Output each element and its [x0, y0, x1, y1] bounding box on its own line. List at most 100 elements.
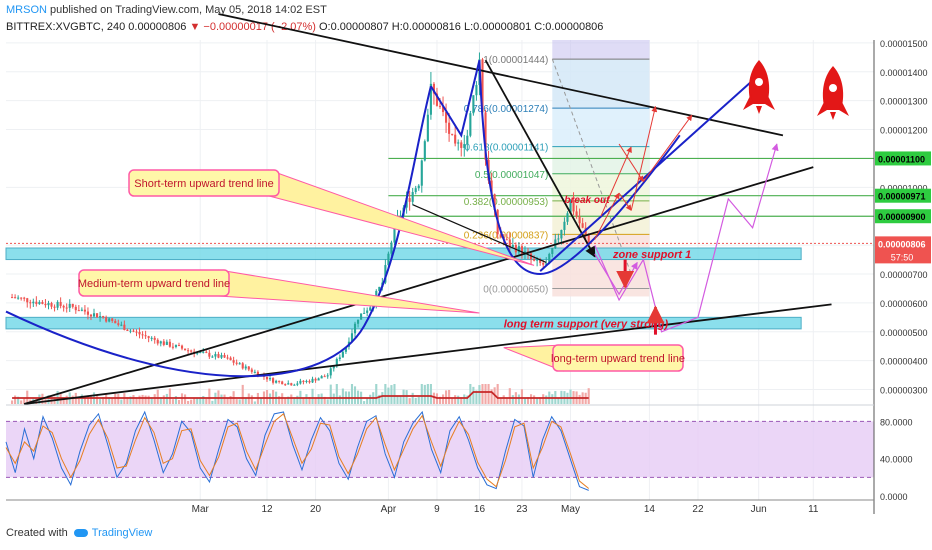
projection-path-red: [618, 192, 632, 211]
callout-box: [128, 169, 280, 197]
candle-body: [454, 134, 457, 144]
volume-bar: [159, 397, 162, 404]
volume-bar: [408, 398, 411, 404]
candle-body: [265, 376, 269, 380]
candle-body: [138, 332, 141, 335]
candle-body: [448, 122, 451, 134]
candle-body: [360, 313, 363, 320]
candle-body: [159, 341, 162, 344]
rocket-icon: [817, 66, 849, 120]
projection-path-red: [594, 192, 620, 240]
candle-body: [105, 317, 108, 322]
blue-cup-curve: [478, 60, 681, 276]
candle-body: [56, 301, 59, 308]
candle-body: [581, 223, 584, 228]
candle-body: [587, 234, 590, 244]
candle-body: [314, 378, 317, 381]
candle-body: [350, 333, 354, 342]
candle-body: [184, 348, 187, 351]
volume-bar: [460, 397, 463, 404]
volume-bar: [80, 394, 83, 404]
volume-bar: [120, 399, 123, 404]
volume-bar: [284, 398, 287, 404]
candle-body: [353, 323, 357, 334]
volume-bar: [502, 395, 505, 404]
candle-body: [575, 211, 578, 217]
candle-body: [74, 306, 77, 311]
volume-bar: [174, 396, 178, 404]
candle-body: [378, 286, 381, 291]
candle-body: [387, 253, 390, 266]
footer: Created with TradingView: [6, 527, 152, 539]
price-highlight-label: 0.00000806: [878, 239, 926, 249]
volume-bar: [311, 388, 314, 404]
candle-body: [268, 378, 272, 380]
volume-bar: [490, 389, 493, 404]
stochastic-oscillator: 80.0000 40.0000 0.0000: [5, 410, 913, 502]
volume-bar: [278, 396, 281, 404]
volume-bar: [65, 395, 68, 404]
candle-body: [417, 185, 420, 189]
callout-text: Short-term upward trend line: [134, 178, 273, 190]
volume-bar: [126, 397, 129, 404]
volume-bar: [423, 384, 426, 404]
time-tick-label: 16: [474, 504, 486, 515]
candle-body: [505, 239, 508, 241]
candle-body: [135, 331, 138, 333]
candle-body: [511, 244, 514, 248]
candle-body: [384, 265, 387, 283]
price-candles: [11, 52, 590, 387]
volume-bar: [317, 394, 320, 404]
candle-body: [108, 318, 111, 322]
candle-body: [153, 337, 156, 340]
candle-body: [211, 356, 214, 358]
volume-bar: [378, 394, 381, 404]
volume-bar: [338, 395, 341, 404]
price-tick-label: 0.00000700: [880, 270, 928, 280]
candle-body: [217, 354, 220, 358]
annotations: Short-term upward trend line Medium-term …: [78, 60, 849, 372]
candle-body: [132, 330, 135, 332]
volume-bar: [375, 384, 378, 404]
candle-body: [484, 112, 487, 160]
candle-body: [86, 311, 90, 315]
candle-body: [390, 242, 393, 254]
candle-body: [202, 351, 205, 353]
candle-body: [80, 309, 83, 311]
time-tick-label: 14: [644, 504, 656, 515]
support-zone: [5, 316, 802, 330]
long-term-support-label: long term support (very strong): [504, 318, 669, 330]
candle-body: [426, 114, 429, 142]
projection-path-magenta: [594, 143, 779, 333]
volume-bar: [23, 398, 26, 404]
volume-bar: [241, 384, 244, 404]
callout-short-term: Short-term upward trend line: [128, 169, 535, 266]
tradingview-brand[interactable]: TradingView: [91, 527, 153, 539]
volume-bar: [156, 389, 159, 404]
candle-body: [26, 298, 29, 303]
volume-bar: [108, 397, 111, 404]
candle-body: [144, 335, 147, 337]
support-zones: [5, 247, 802, 330]
time-tick-label: May: [561, 504, 580, 515]
price-tick-label: 0.00000500: [880, 328, 928, 338]
volume-bar: [111, 397, 114, 404]
volume-bar: [208, 388, 211, 404]
candle-body: [335, 358, 338, 367]
symbol-name: BITTREX:XVGBTC, 240: [6, 21, 126, 33]
candle-body: [162, 341, 165, 345]
volume-bar: [520, 389, 524, 404]
short-term-trendline: [412, 204, 547, 263]
volume-bar: [226, 398, 229, 404]
volume-bar: [587, 388, 590, 404]
breakout-label: break out: [564, 195, 610, 206]
fib-level-label: 1(0.00001444): [483, 55, 548, 66]
price-tick-label: 0.00001200: [880, 126, 928, 136]
author-name[interactable]: MRSON: [6, 4, 47, 16]
candle-body: [187, 350, 190, 352]
candle-body: [20, 297, 23, 299]
candle-body: [65, 307, 68, 309]
volume-bar: [487, 384, 490, 404]
volume-bar: [308, 396, 311, 404]
